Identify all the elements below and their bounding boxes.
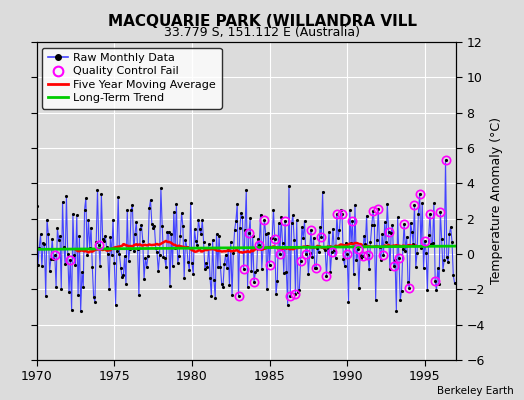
Legend: Raw Monthly Data, Quality Control Fail, Five Year Moving Average, Long-Term Tren: Raw Monthly Data, Quality Control Fail, … [42, 48, 222, 109]
Text: 33.779 S, 151.112 E (Australia): 33.779 S, 151.112 E (Australia) [164, 26, 360, 39]
Text: Berkeley Earth: Berkeley Earth [437, 386, 514, 396]
Text: MACQUARIE PARK (WILLANDRA VILL: MACQUARIE PARK (WILLANDRA VILL [107, 14, 417, 29]
Y-axis label: Temperature Anomaly (°C): Temperature Anomaly (°C) [490, 118, 503, 284]
